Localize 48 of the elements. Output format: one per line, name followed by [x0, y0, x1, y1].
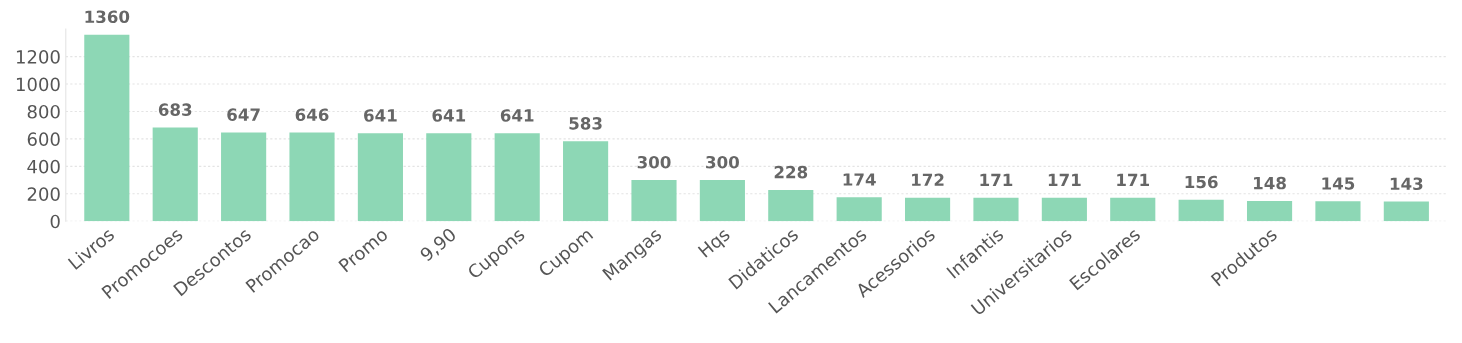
y-tick-label: 0	[50, 214, 60, 229]
bar	[221, 132, 267, 222]
data-label: 683	[158, 103, 192, 116]
bar	[768, 189, 814, 222]
bar	[1041, 197, 1087, 222]
x-tick-label: Hqs	[697, 227, 733, 261]
bar	[973, 197, 1019, 222]
data-label: 647	[227, 108, 260, 121]
y-tick-label: 800	[27, 104, 60, 119]
bar	[699, 180, 745, 222]
data-label: 646	[295, 108, 329, 122]
data-label: 171	[1048, 173, 1081, 186]
data-label: 172	[912, 173, 944, 186]
data-label: 156	[1185, 175, 1218, 189]
bar	[1315, 201, 1361, 222]
bar	[152, 127, 198, 222]
y-tick-label: 600	[27, 132, 60, 147]
data-label: 300	[637, 155, 671, 169]
data-label: 148	[1254, 176, 1286, 190]
bar	[563, 141, 609, 222]
data-label: 171	[980, 173, 1013, 186]
bar	[1178, 199, 1224, 222]
bar	[1246, 200, 1293, 222]
bar	[357, 133, 403, 222]
data-label: 228	[774, 165, 808, 179]
bar	[494, 133, 540, 222]
y-tick-label: 1200	[16, 50, 60, 64]
bar	[426, 133, 472, 222]
data-label: 143	[1390, 177, 1423, 191]
data-label: 641	[364, 109, 397, 122]
data-label: 641	[432, 109, 466, 122]
bar	[84, 34, 130, 222]
data-label: 171	[1117, 173, 1150, 186]
y-tick-label: 200	[27, 187, 60, 201]
data-label: 641	[500, 109, 534, 122]
data-label: 174	[843, 173, 876, 186]
bar	[836, 197, 882, 222]
data-label: 1360	[85, 10, 130, 24]
y-tick-label: 1000	[16, 77, 60, 92]
data-label: 145	[1322, 177, 1355, 190]
data-label: 300	[706, 155, 739, 169]
bar	[905, 197, 951, 222]
y-tick-label: 400	[27, 159, 60, 174]
bar	[289, 132, 335, 222]
bar	[1110, 197, 1156, 222]
data-label: 583	[569, 117, 602, 130]
bar	[1383, 201, 1429, 222]
bar	[631, 180, 677, 222]
